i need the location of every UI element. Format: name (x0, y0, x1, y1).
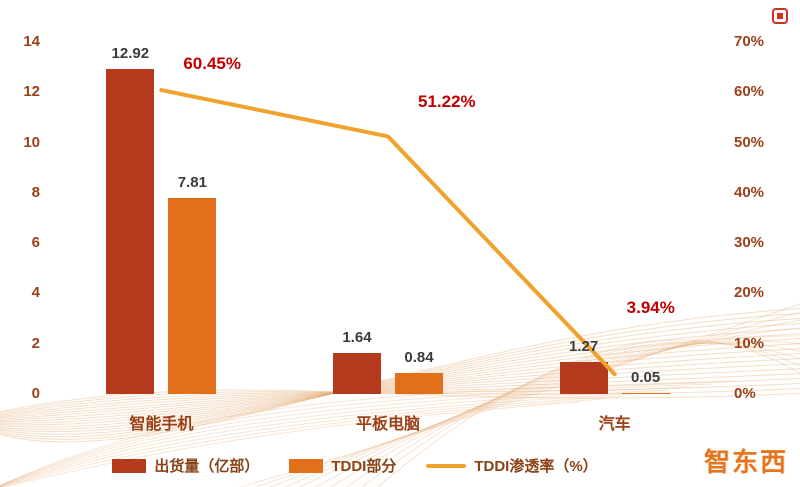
left-axis-tick: 8 (31, 183, 40, 201)
right-axis-tick: 70% (734, 33, 765, 50)
legend-line-swatch (426, 463, 467, 468)
bar-shipments (106, 69, 155, 394)
legend-item: TDDI部分 (289, 455, 396, 476)
right-axis-tick: 30% (734, 234, 765, 252)
category-label: 汽车 (598, 416, 631, 433)
left-axis-tick: 2 (31, 334, 40, 352)
bar-value-label: 1.64 (342, 328, 372, 346)
legend-bar-swatch (289, 458, 324, 473)
legend: 出货量（亿部） TDDI部分 TDDI渗透率（%） (0, 455, 710, 476)
bar-value-label: 1.27 (569, 338, 599, 356)
left-axis-tick: 14 (23, 33, 40, 50)
bar-value-label: 0.84 (404, 348, 434, 366)
right-axis-tick: 10% (734, 334, 765, 352)
category-label: 智能手机 (129, 416, 194, 433)
legend-item: TDDI渗透率（%） (426, 455, 598, 476)
right-axis-tick: 0% (734, 385, 756, 402)
left-axis-tick: 6 (31, 234, 40, 252)
right-axis-tick: 50% (734, 133, 765, 151)
legend-bar-swatch (112, 458, 147, 473)
left-axis-tick: 0 (31, 385, 40, 402)
category-label: 平板电脑 (355, 416, 420, 433)
legend-label: TDDI渗透率（%） (474, 458, 598, 475)
legend-label: TDDI部分 (331, 458, 397, 475)
watermark: 智东西 (703, 447, 788, 477)
line-value-label: 60.45% (183, 54, 241, 74)
left-axis-tick: 10 (23, 133, 40, 151)
right-axis-tick: 40% (734, 183, 765, 201)
bar-value-label: 7.81 (177, 173, 207, 191)
legend-item: 出货量（亿部） (112, 455, 259, 476)
corner-icon (772, 8, 788, 24)
left-axis-tick: 4 (31, 284, 40, 302)
bar-value-label: 12.92 (111, 45, 150, 63)
line-value-label: 51.22% (418, 92, 476, 112)
right-axis-tick: 20% (734, 284, 765, 302)
legend-label: 出货量（亿部） (154, 458, 260, 475)
bar-tddi (395, 372, 443, 394)
bar-value-label: 0.05 (631, 368, 661, 386)
left-axis-tick: 12 (23, 83, 40, 101)
line-value-label: 3.94% (626, 298, 675, 318)
bar-tddi (621, 392, 670, 394)
right-axis-tick: 60% (734, 83, 765, 101)
